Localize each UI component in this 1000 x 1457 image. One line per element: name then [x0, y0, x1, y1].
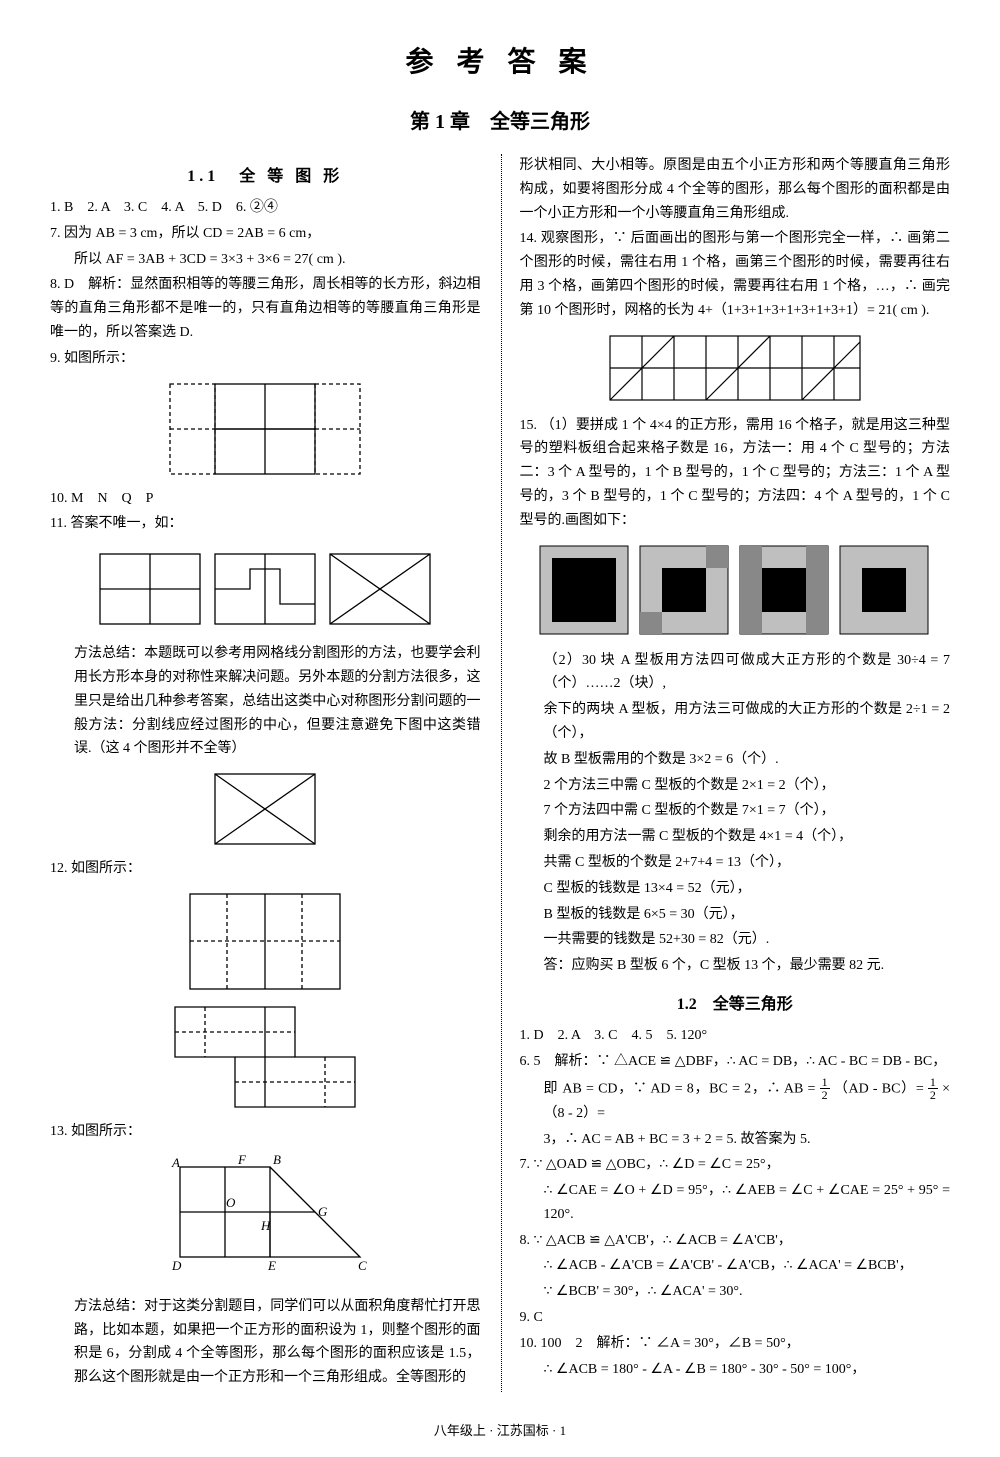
s2-q7-a: 7. ∵ △OAD ≌ △OBC，∴ ∠D = ∠C = 25°， — [520, 1153, 951, 1177]
four-squares-icon — [535, 541, 935, 641]
q7-line2: 所以 AF = 3AB + 3CD = 3×3 + 3×6 = 27( cm )… — [50, 248, 481, 272]
x-rect-icon — [210, 769, 320, 849]
q12-figure-1 — [50, 889, 481, 994]
q11-a: 11. 答案不唯一，如： — [50, 512, 481, 536]
three-rects-icon — [95, 544, 435, 634]
s2-q6-b-t2: （AD - BC）= — [834, 1081, 928, 1096]
q15-2a: （2）30 块 A 型板用方法四可做成大正方形的个数是 30÷4 = 7（个）…… — [520, 649, 951, 697]
q11-figure — [50, 544, 481, 634]
right-column: 形状相同、大小相等。原图是由五个小正方形和两个等腰直角三角形构成，如要将图形分成… — [501, 154, 951, 1392]
q13-figure: A F B O G H D E C — [50, 1152, 481, 1287]
svg-text:F: F — [237, 1152, 247, 1167]
q15-2d: 2 个方法三中需 C 型板的个数是 2×1 = 2（个）， — [520, 774, 951, 798]
page-footer: 八年级上 · 江苏国标 · 1 — [0, 1420, 1000, 1439]
s2-q6-b: 即 AB = CD，∵ AD = 8，BC = 2，∴ AB = 12 （AD … — [520, 1076, 951, 1126]
q14: 14. 观察图形，∵ 后面画出的图形与第一个图形完全一样，∴ 画第二个图形的时候… — [520, 227, 951, 322]
s2-answers-1-5: 1. D 2. A 3. C 4. 5 5. 120° — [520, 1024, 951, 1048]
q11-error-figure — [50, 769, 481, 849]
q11-method: 方法总结：本题既可以参考用网格线分割图形的方法，也要学会利用长方形本身的对称性来… — [50, 642, 481, 761]
grid-icon — [165, 379, 365, 479]
s2-q6-a: 6. 5 解析：∵ △ACE ≌ △DBF，∴ AC = DB，∴ AC - B… — [520, 1050, 951, 1074]
q15-2j: 一共需要的钱数是 52+30 = 82（元）. — [520, 928, 951, 952]
q15-2f: 剩余的用方法一需 C 型板的个数是 4×1 = 4（个）， — [520, 825, 951, 849]
q15-2e: 7 个方法四中需 C 型板的个数是 7×1 = 7（个）， — [520, 799, 951, 823]
q9: 9. 如图所示： — [50, 347, 481, 371]
q9-figure — [50, 379, 481, 479]
section-1-1-title: 1.1 全 等 图 形 — [50, 162, 481, 186]
svg-text:C: C — [358, 1258, 367, 1273]
q13: 13. 如图所示： — [50, 1120, 481, 1144]
q12-shape1-icon — [170, 889, 360, 994]
q15-2b: 余下的两块 A 型板，用方法三可做成的大正方形的个数是 2÷1 = 2（个）， — [520, 698, 951, 746]
svg-text:E: E — [267, 1258, 276, 1273]
frac-half-1: 12 — [820, 1076, 830, 1102]
svg-text:O: O — [226, 1195, 236, 1210]
q13-continuation: 形状相同、大小相等。原图是由五个小正方形和两个等腰直角三角形构成，如要将图形分成… — [520, 154, 951, 225]
q12-figure-2 — [50, 1002, 481, 1112]
q12-shape2-icon — [155, 1002, 375, 1112]
q10: 10. M N Q P — [50, 487, 481, 511]
q13-method: 方法总结：对于这类分割题目，同学们可以从面积角度帮忙打开思路，比如本题，如果把一… — [50, 1295, 481, 1390]
q13-shape-icon: A F B O G H D E C — [150, 1152, 380, 1287]
svg-text:H: H — [260, 1218, 271, 1233]
q14-figure — [520, 331, 951, 406]
q15-2h: C 型板的钱数是 13×4 = 52（元）， — [520, 877, 951, 901]
chapter-title: 第 1 章 全等三角形 — [50, 105, 950, 134]
section-1-2-title: 1.2 全等三角形 — [520, 990, 951, 1014]
svg-text:B: B — [273, 1152, 281, 1167]
q15-1: 15. （1）要拼成 1 个 4×4 的正方形，需用 16 个格子，就是用这三种… — [520, 414, 951, 533]
q8: 8. D 解析：显然面积相等的等腰三角形，周长相等的长方形，斜边相等的直角三角形… — [50, 273, 481, 344]
q15-figure — [520, 541, 951, 641]
q15-2i: B 型板的钱数是 6×5 = 30（元）， — [520, 903, 951, 927]
s2-q8-b: ∴ ∠ACB - ∠A'CB = ∠A'CB' - ∠A'CB，∴ ∠ACA' … — [520, 1254, 951, 1278]
answers-1-6: 1. B 2. A 3. C 4. A 5. D 6. ②④ — [50, 196, 481, 220]
q14-grid-icon — [605, 331, 865, 406]
s2-q6-c: 3，∴ AC = AB + BC = 3 + 2 = 5. 故答案为 5. — [520, 1128, 951, 1152]
columns: 1.1 全 等 图 形 1. B 2. A 3. C 4. A 5. D 6. … — [50, 154, 950, 1392]
q15-2g: 共需 C 型板的个数是 2+7+4 = 13（个）， — [520, 851, 951, 875]
frac-half-2: 12 — [928, 1076, 938, 1102]
page-title: 参 考 答 案 — [50, 40, 950, 80]
s2-q10-b: ∴ ∠ACB = 180° - ∠A - ∠B = 180° - 30° - 5… — [520, 1358, 951, 1382]
svg-text:G: G — [318, 1204, 328, 1219]
q15-answer: 答：应购买 B 型板 6 个，C 型板 13 个，最少需要 82 元. — [520, 954, 951, 978]
left-column: 1.1 全 等 图 形 1. B 2. A 3. C 4. A 5. D 6. … — [50, 154, 481, 1392]
s2-q7-b: ∴ ∠CAE = ∠O + ∠D = 95°，∴ ∠AEB = ∠C + ∠CA… — [520, 1179, 951, 1227]
s2-q9: 9. C — [520, 1306, 951, 1330]
s2-q6-b-t1: 即 AB = CD，∵ AD = 8，BC = 2，∴ AB = — [544, 1081, 820, 1096]
q15-2c: 故 B 型板需用的个数是 3×2 = 6（个）. — [520, 748, 951, 772]
q7-line1: 7. 因为 AB = 3 cm，所以 CD = 2AB = 6 cm， — [50, 222, 481, 246]
svg-text:D: D — [171, 1258, 182, 1273]
s2-q8-c: ∵ ∠BCB' = 30°，∴ ∠ACA' = 30°. — [520, 1280, 951, 1304]
q12: 12. 如图所示： — [50, 857, 481, 881]
s2-q8-a: 8. ∵ △ACB ≌ △A'CB'，∴ ∠ACB = ∠A'CB'， — [520, 1229, 951, 1253]
s2-q10-a: 10. 100 2 解析：∵ ∠A = 30°，∠B = 50°， — [520, 1332, 951, 1356]
svg-text:A: A — [171, 1155, 180, 1170]
